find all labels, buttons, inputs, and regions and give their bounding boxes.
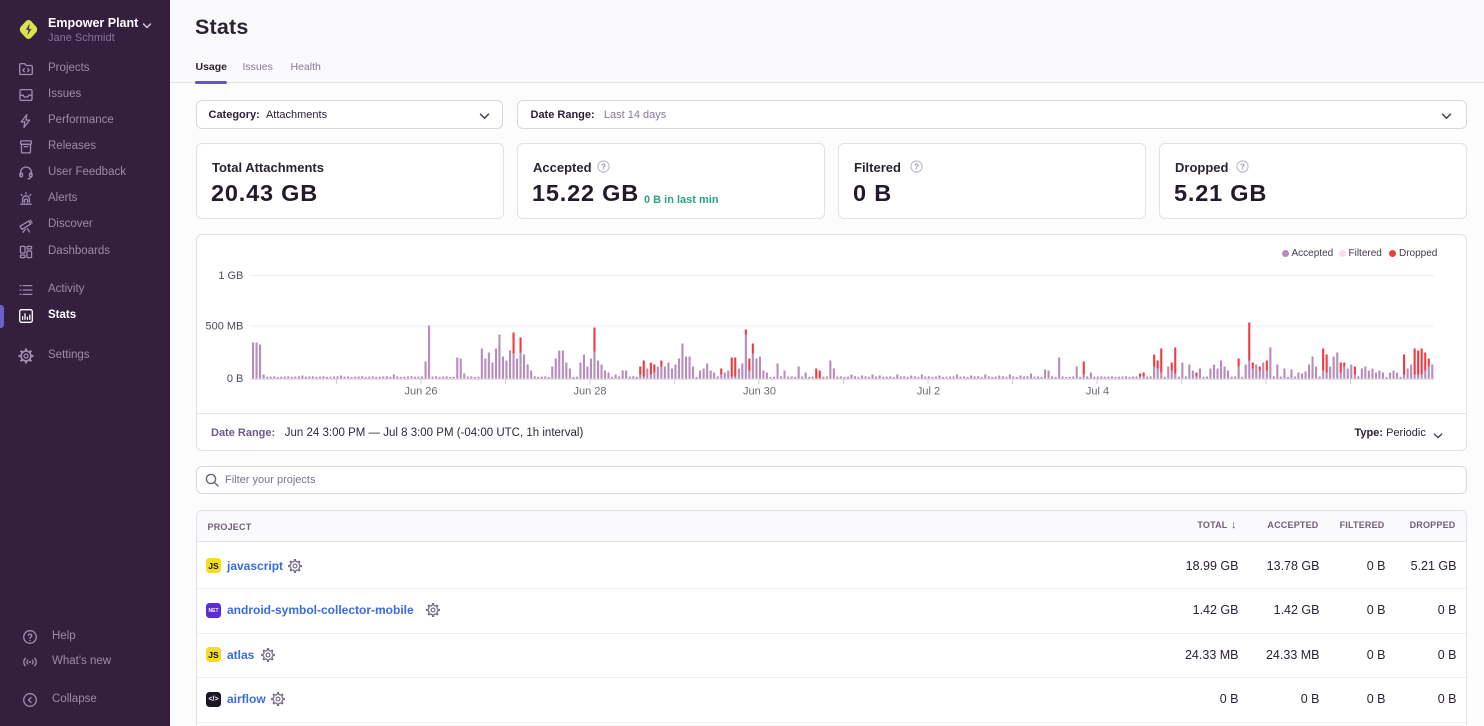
svg-text:Jun 30: Jun 30 (743, 385, 776, 397)
svg-text:Jun 26: Jun 26 (404, 385, 437, 397)
svg-text:?: ? (601, 162, 606, 171)
svg-text:Jun 28: Jun 28 (573, 385, 606, 397)
svg-text:Jul 2: Jul 2 (917, 385, 940, 397)
svg-text:500 MB: 500 MB (205, 320, 243, 332)
svg-text:?: ? (914, 162, 919, 171)
svg-text:Jul 4: Jul 4 (1086, 385, 1109, 397)
svg-text:?: ? (1240, 162, 1245, 171)
svg-text:1 GB: 1 GB (218, 270, 243, 282)
svg-text:0 B: 0 B (227, 373, 244, 385)
